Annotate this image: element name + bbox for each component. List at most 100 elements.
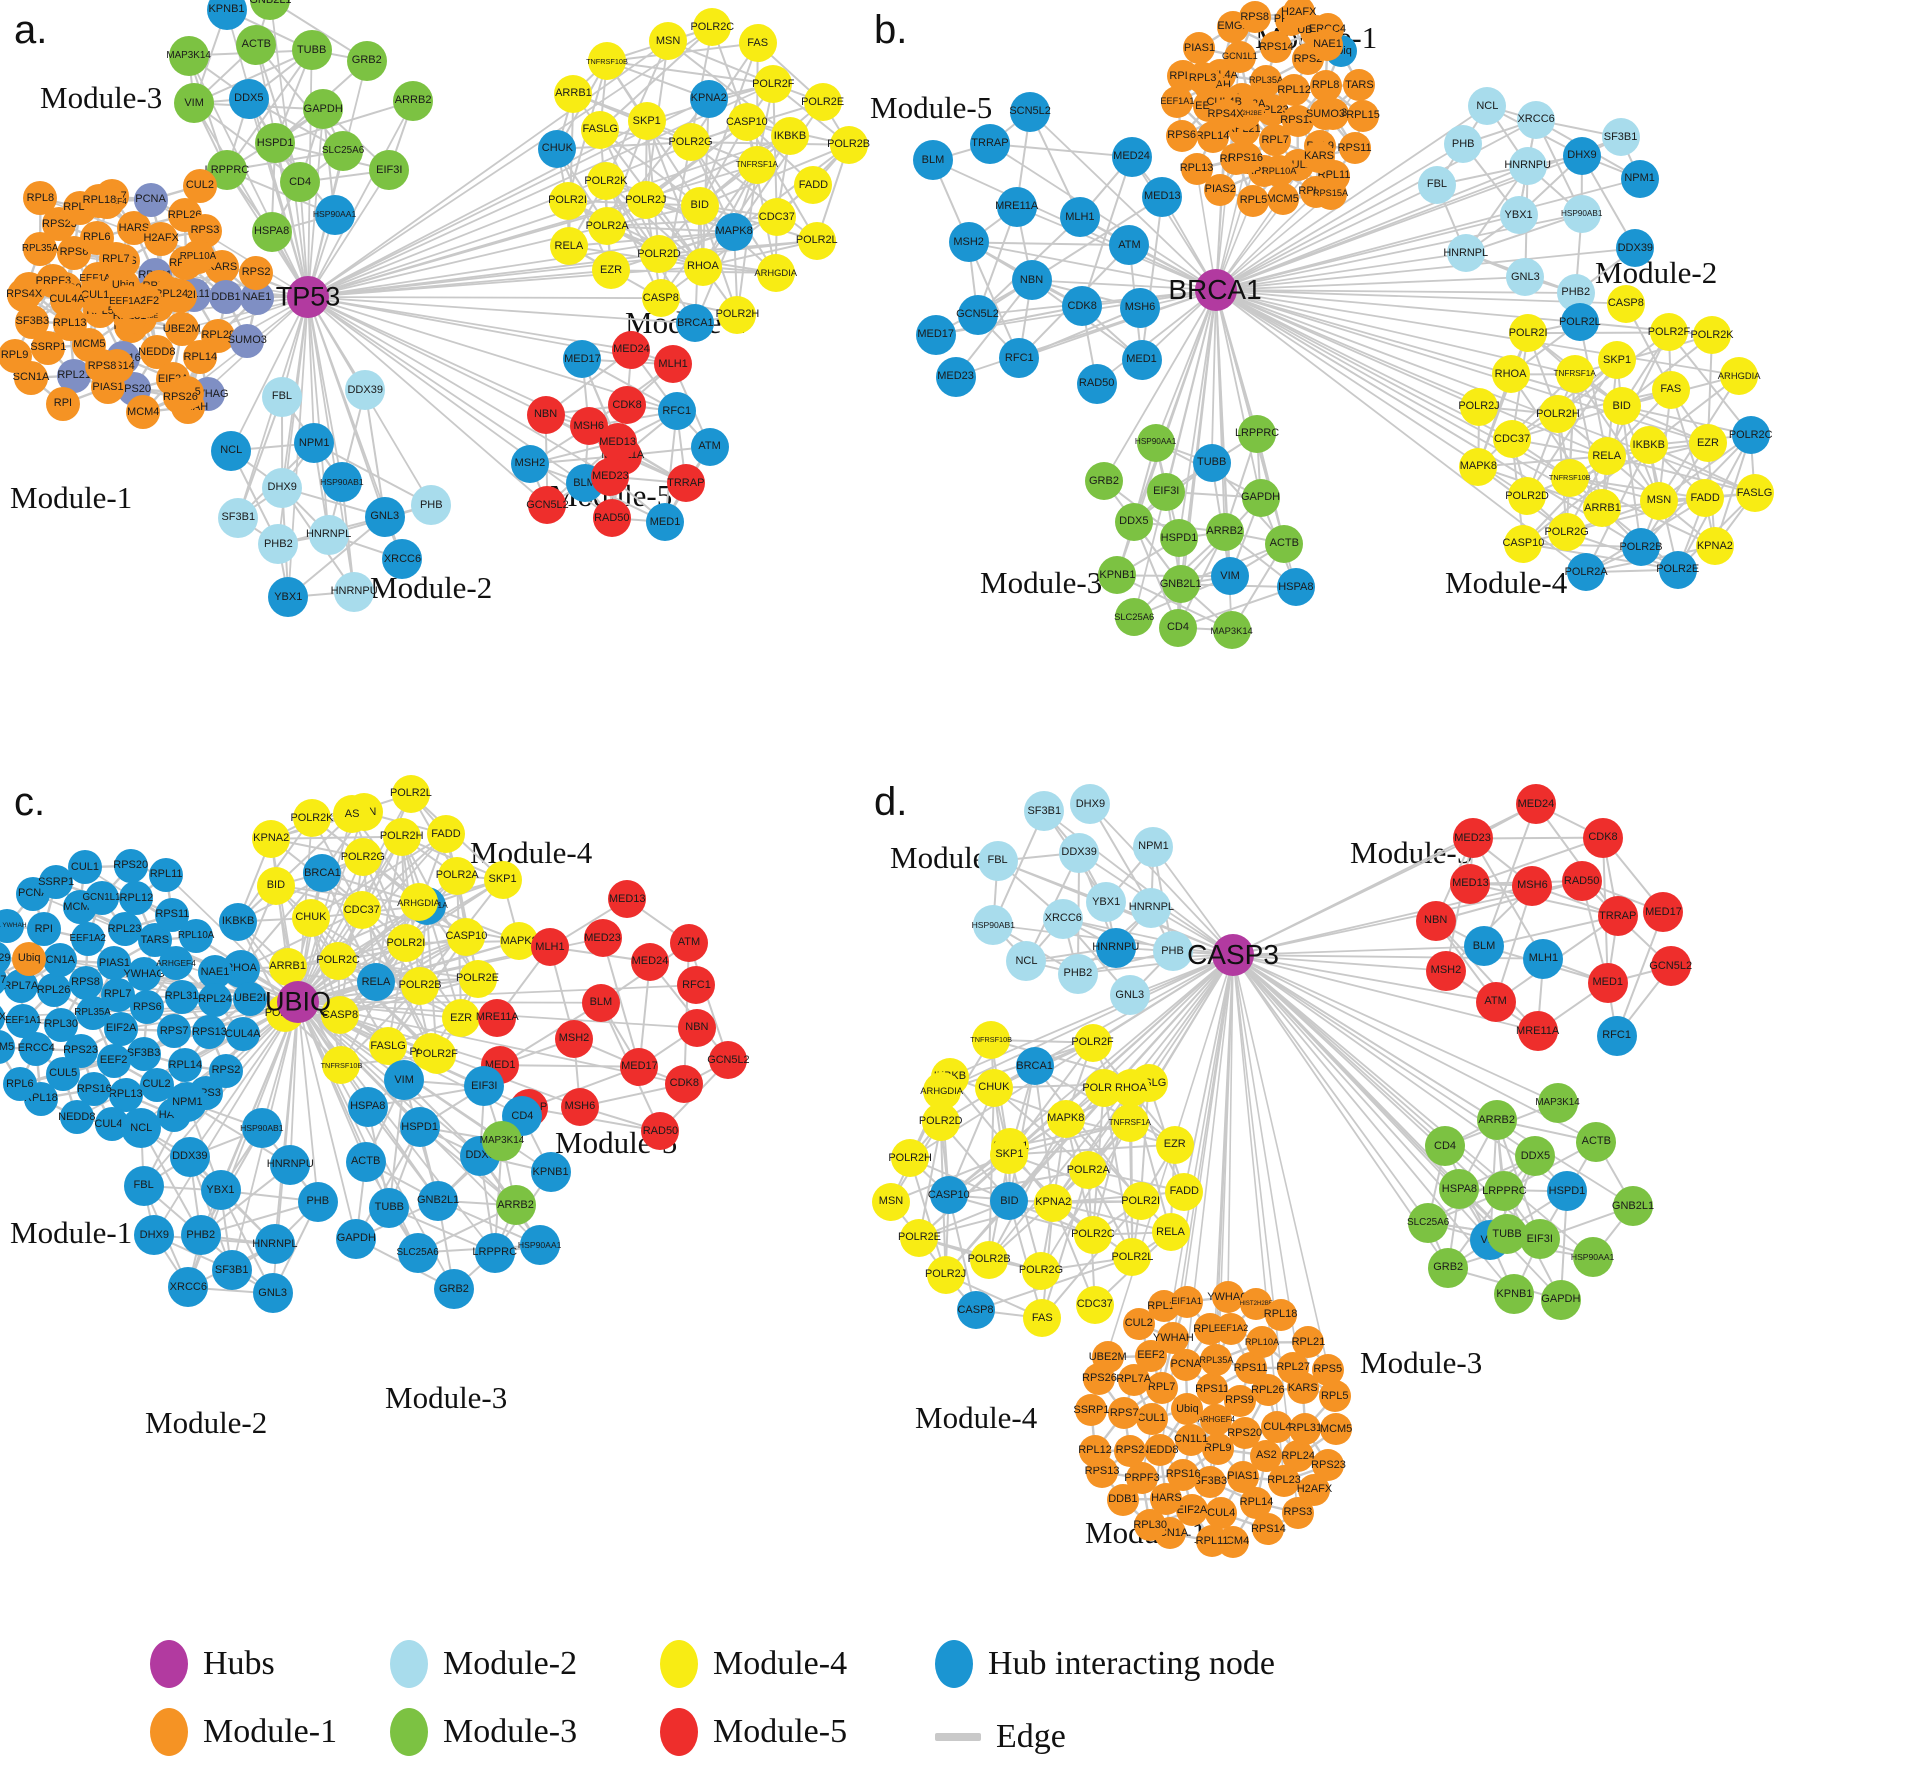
panel-d-module3-node-lrpprc[interactable]: LRPPRC [1482, 1171, 1527, 1212]
panel-c-module5-node-med13[interactable]: MED13 [608, 880, 647, 919]
panel-a-module3-node-arrb2[interactable]: ARRB2 [393, 80, 434, 121]
panel-a-module4-node-polr2d[interactable]: POLR2D [637, 235, 681, 274]
panel-c-module4-node-bid[interactable]: BID [256, 866, 295, 905]
panel-c-module3-node-eif3i[interactable]: EIF3I [464, 1066, 505, 1107]
panel-a-module1-node-rpl8[interactable]: RPL8 [23, 181, 58, 216]
panel-b-module4-node-polr2e[interactable]: POLR2E [1656, 550, 1699, 589]
panel-d-module4-node-mapk8[interactable]: MAPK8 [1046, 1099, 1085, 1138]
panel-a-module1-node-rps26[interactable]: RPS26 [163, 380, 198, 415]
panel-b-module4-node-ezr[interactable]: EZR [1688, 424, 1727, 463]
panel-b-module5-node-trrap[interactable]: TRRAP [969, 123, 1010, 164]
panel-a-module1-node-pcna[interactable]: PCNA [133, 182, 168, 217]
panel-c-module5-node-nbn[interactable]: NBN [677, 1008, 716, 1047]
panel-c-module5-node-cdk8[interactable]: CDK8 [665, 1064, 704, 1103]
panel-b-module5-node-med23[interactable]: MED23 [935, 356, 976, 397]
panel-d-module1-node-ywhah[interactable]: YWHAH [1153, 1322, 1194, 1355]
panel-c-module2-node-phb[interactable]: PHB [297, 1181, 338, 1222]
panel-a-module4-node-msn[interactable]: MSN [649, 22, 688, 61]
panel-a-module4-node-tnfrsf1a[interactable]: TNFRSF1A [736, 146, 778, 185]
panel-b-module1-node-rps4x[interactable]: RPS4X [1208, 98, 1244, 131]
panel-c-module4-node-casp10[interactable]: CASP10 [446, 917, 487, 956]
panel-d-module4-node-rhoa[interactable]: RHOA [1111, 1069, 1150, 1108]
panel-c-module2-node-xrcc6[interactable]: XRCC6 [168, 1267, 209, 1308]
panel-c-module3-node-hspd1[interactable]: HSPD1 [399, 1107, 440, 1148]
panel-c-module1-node-eef1a1[interactable]: EEF1A1 [5, 1004, 42, 1039]
panel-b-module1-node-rpl12[interactable]: RPL12 [1277, 74, 1311, 107]
panel-b-module3-node-hspd1[interactable]: HSPD1 [1160, 519, 1198, 558]
panel-a-module5-node-cdk8[interactable]: CDK8 [608, 386, 647, 425]
panel-d-module4-node-casp8[interactable]: CASP8 [956, 1291, 995, 1330]
panel-d-module4-node-rela[interactable]: RELA [1151, 1213, 1190, 1252]
panel-b-module4-node-polr2b[interactable]: POLR2B [1620, 528, 1663, 567]
panel-d-module1-node-rpl23[interactable]: RPL23 [1267, 1464, 1301, 1497]
panel-b-module5-node-blm[interactable]: BLM [912, 140, 953, 181]
panel-b-module1-node-rpl10a[interactable]: RPL10A [1262, 155, 1296, 188]
panel-c-module1-node-cul1[interactable]: CUL1 [67, 850, 102, 885]
panel-a-module4-node-rela[interactable]: RELA [549, 227, 588, 266]
panel-a-module2-node-hsp90ab1[interactable]: HSP90AB1 [320, 462, 364, 503]
panel-c-module3-node-gnb2l1[interactable]: GNB2L1 [417, 1180, 459, 1221]
panel-d-module1-node-ssrp1[interactable]: SSRP1 [1073, 1394, 1109, 1427]
panel-c-module5-node-rfc1[interactable]: RFC1 [677, 966, 716, 1005]
panel-d-module4-node-polr2h[interactable]: POLR2H [888, 1139, 932, 1178]
panel-a-module5-node-med1[interactable]: MED1 [646, 503, 685, 542]
panel-d-module2-node-npm1[interactable]: NPM1 [1133, 826, 1174, 867]
panel-d-hub-casp3[interactable] [1212, 934, 1254, 976]
panel-a-module1-node-sumo3[interactable]: SUMO3 [228, 323, 267, 358]
panel-b-module4-node-polr2h[interactable]: POLR2H [1536, 395, 1580, 434]
panel-d-module1-node-rpl26[interactable]: RPL26 [1251, 1374, 1285, 1407]
panel-a-module2-node-phb2[interactable]: PHB2 [258, 524, 299, 565]
panel-b-module2-node-hnrnpl[interactable]: HNRNPL [1443, 234, 1488, 273]
panel-b-module3-node-eif3i[interactable]: EIF3I [1147, 472, 1186, 511]
panel-c-module2-node-sf3b1[interactable]: SF3B1 [211, 1250, 252, 1291]
panel-a-module4-node-casp8[interactable]: CASP8 [641, 279, 680, 318]
panel-b-module1-node-rpl5[interactable]: RPL5 [1237, 184, 1270, 217]
panel-a-module3-node-hspa8[interactable]: HSPA8 [251, 211, 292, 252]
panel-d-module5-node-med1[interactable]: MED1 [1587, 962, 1628, 1003]
panel-a-module2-node-fbl[interactable]: FBL [261, 376, 302, 417]
panel-b-module1-node-rps8[interactable]: RPS8 [1238, 1, 1271, 34]
panel-b-module4-node-mapk8[interactable]: MAPK8 [1459, 447, 1498, 486]
panel-d-module2-node-sf3b1[interactable]: SF3B1 [1024, 791, 1065, 832]
panel-d-module3-node-arrb2[interactable]: ARRB2 [1476, 1100, 1517, 1141]
panel-d-module4-node-polr2g[interactable]: POLR2G [1019, 1251, 1063, 1290]
panel-d-module5-node-mre11a[interactable]: MRE11A [1516, 1011, 1559, 1052]
panel-c-module5-node-msh2[interactable]: MSH2 [555, 1019, 594, 1058]
panel-b-module2-node-xrcc6[interactable]: XRCC6 [1517, 100, 1556, 139]
panel-c-module3-node-kpnb1[interactable]: KPNB1 [530, 1152, 571, 1193]
panel-b-module1-node-nae1[interactable]: NAE1 [1311, 28, 1344, 61]
panel-a-module1-node-rps4x[interactable]: RPS4X [6, 277, 42, 312]
panel-d-module3-node-grb2[interactable]: GRB2 [1428, 1247, 1469, 1288]
panel-b-module5-node-rad50[interactable]: RAD50 [1076, 363, 1117, 404]
panel-d-module1-node-rpl12[interactable]: RPL12 [1078, 1434, 1112, 1467]
panel-d-module3-node-tubb[interactable]: TUBB [1487, 1214, 1528, 1255]
panel-d-module2-node-hsp90ab1[interactable]: HSP90AB1 [972, 904, 1015, 945]
panel-a-module2-node-ddx39[interactable]: DDX39 [345, 370, 386, 411]
panel-d-module5-node-atm[interactable]: ATM [1475, 981, 1516, 1022]
panel-b-module4-node-tnfrsf10b[interactable]: TNFRSF10B [1549, 458, 1591, 497]
panel-c-module5-node-msh6[interactable]: MSH6 [560, 1087, 599, 1126]
panel-c-module3-node-tubb[interactable]: TUBB [369, 1187, 410, 1228]
panel-a-module1-node-cul4a[interactable]: CUL4A [49, 282, 85, 317]
panel-d-module1-node-cn1l1[interactable]: CN1L1 [1174, 1423, 1208, 1456]
panel-a-module3-node-hspd1[interactable]: HSPD1 [255, 123, 296, 164]
panel-b-module4-node-fas[interactable]: FAS [1651, 370, 1690, 409]
panel-c-module1-node-rpl26[interactable]: RPL26 [36, 973, 71, 1008]
panel-c-module4-node-rela[interactable]: RELA [356, 963, 395, 1002]
panel-d-module2-node-gnl3[interactable]: GNL3 [1109, 975, 1150, 1016]
panel-a-module1-node-rpl14[interactable]: RPL14 [183, 340, 218, 375]
panel-c-module5-node-atm[interactable]: ATM [669, 923, 708, 962]
panel-c-module1-node-rps7[interactable]: RPS7 [157, 1014, 192, 1049]
panel-d-module2-node-phb2[interactable]: PHB2 [1057, 953, 1098, 994]
panel-d-module1-node-mcm5[interactable]: MCM5 [1320, 1413, 1352, 1446]
panel-c-module2-node-npm1[interactable]: NPM1 [167, 1082, 208, 1123]
panel-c-module1-node-rpl23[interactable]: RPL23 [107, 912, 142, 947]
panel-d-module5-node-gcn5l2[interactable]: GCN5L2 [1649, 946, 1692, 987]
panel-c-module1-node-rps20[interactable]: RPS20 [113, 848, 148, 883]
panel-d-module5-node-med23[interactable]: MED23 [1452, 818, 1493, 859]
panel-d-module1-node-eif1a1[interactable]: EIF1A1 [1170, 1285, 1203, 1318]
panel-c-module4-node-polr2k[interactable]: POLR2K [290, 799, 333, 838]
panel-c-module1-node-rpl10a[interactable]: RPL10A [178, 919, 214, 954]
panel-d-module5-node-med13[interactable]: MED13 [1450, 863, 1491, 904]
panel-d-module2-node-xrcc6[interactable]: XRCC6 [1043, 898, 1084, 939]
